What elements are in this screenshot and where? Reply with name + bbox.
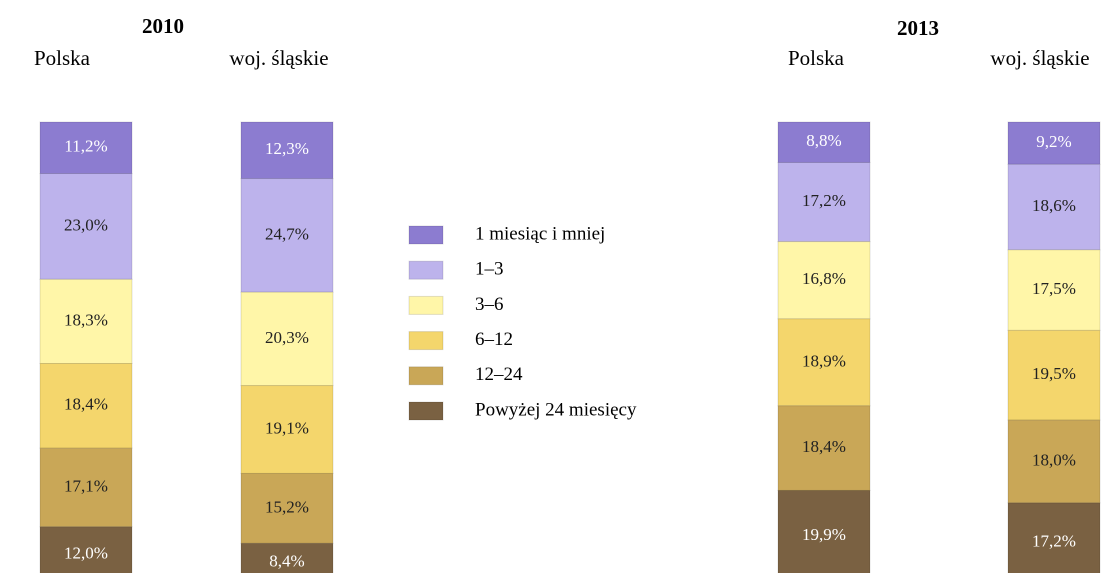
legend-swatch (408, 295, 444, 315)
value-label: 17,2% (1032, 531, 1076, 550)
legend-label: 1 miesiąc i mniej (475, 223, 605, 244)
bar-segment (39, 363, 133, 449)
bar-segment (39, 121, 133, 175)
bar-segment (1007, 502, 1101, 573)
bar-segment (39, 278, 133, 365)
category-label: Polska (788, 46, 845, 70)
legend-label: 1–3 (475, 259, 504, 280)
bar-segment (39, 447, 133, 528)
value-label: 19,9% (802, 525, 846, 544)
bar-segment (1007, 121, 1101, 165)
category-label: Polska (34, 46, 91, 70)
value-label: 18,6% (1032, 196, 1076, 215)
bar-segment (240, 178, 334, 293)
bar-segment (39, 526, 133, 573)
value-label: 15,2% (265, 497, 309, 516)
bar-segment (1007, 419, 1101, 504)
value-label: 20,3% (265, 328, 309, 347)
bar-segment (777, 161, 871, 243)
legend-swatch (408, 401, 444, 421)
bar-segment (777, 121, 871, 163)
bar-segment (240, 542, 334, 573)
bar-segment (1007, 249, 1101, 331)
value-label: 9,2% (1036, 132, 1071, 151)
bar-segment (240, 472, 334, 544)
legend-label: 12–24 (475, 364, 523, 385)
value-label: 18,3% (64, 310, 108, 329)
value-label: 17,1% (64, 476, 108, 495)
legend-swatch (408, 260, 444, 280)
value-label: 18,9% (802, 351, 846, 370)
legend-swatch (408, 366, 444, 386)
legend-label: Powyżej 24 miesięcy (475, 399, 637, 420)
value-label: 19,1% (265, 418, 309, 437)
category-label: woj. śląskie (990, 46, 1089, 70)
value-label: 12,0% (64, 543, 108, 562)
bar-segment (240, 121, 334, 180)
value-label: 12,3% (265, 139, 309, 158)
legend-label: 3–6 (475, 294, 504, 315)
value-label: 16,8% (802, 269, 846, 288)
legend-swatch (408, 331, 444, 351)
value-label: 17,5% (1032, 279, 1076, 298)
value-label: 11,2% (64, 137, 107, 156)
legend-label: 6–12 (475, 329, 513, 350)
value-label: 18,4% (802, 437, 846, 456)
bar-segment (1007, 329, 1101, 421)
value-label: 8,4% (269, 552, 304, 571)
bar-segment (1007, 163, 1101, 251)
value-label: 17,2% (802, 191, 846, 210)
chart-title: 2013 (897, 16, 939, 40)
value-label: 24,7% (265, 224, 309, 243)
value-label: 18,0% (1032, 450, 1076, 469)
legend-swatch (408, 225, 444, 245)
bar-segment (240, 385, 334, 474)
bar-segment (777, 405, 871, 491)
value-label: 8,8% (806, 131, 841, 150)
value-label: 19,5% (1032, 364, 1076, 383)
chart-title: 2010 (142, 14, 184, 38)
value-label: 18,4% (64, 395, 108, 414)
bar-segment (39, 173, 133, 280)
bar-segment (777, 318, 871, 407)
category-label: woj. śląskie (229, 46, 328, 70)
bar-segment (777, 489, 871, 573)
value-label: 23,0% (64, 215, 108, 234)
bar-segment (240, 291, 334, 387)
